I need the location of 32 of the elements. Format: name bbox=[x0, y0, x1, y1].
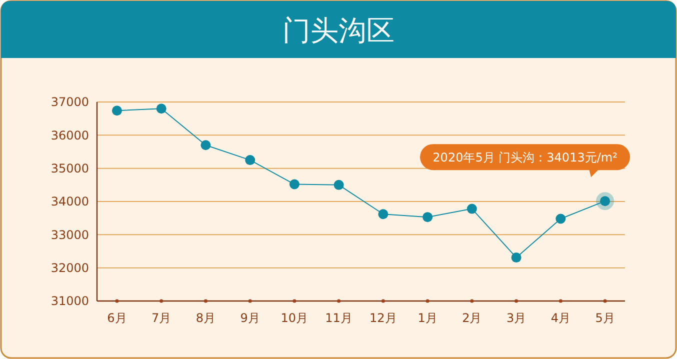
x-tick-label: 1月 bbox=[418, 311, 438, 325]
chart-title: 门头沟区 bbox=[282, 14, 394, 47]
x-tick-label: 4月 bbox=[550, 311, 570, 325]
point bbox=[156, 104, 166, 114]
x-tick-label: 8月 bbox=[196, 311, 216, 325]
point bbox=[422, 212, 433, 222]
x-tick-label: 10月 bbox=[280, 311, 308, 325]
x-tick-label: 5月 bbox=[595, 311, 615, 325]
point bbox=[245, 155, 256, 166]
y-tick-label: 31000 bbox=[50, 294, 89, 308]
point bbox=[200, 140, 211, 150]
y-tick-label: 32000 bbox=[50, 261, 89, 276]
x-tick-label: 7月 bbox=[152, 311, 172, 325]
point bbox=[334, 180, 344, 190]
point bbox=[556, 214, 566, 224]
x-tick-label: 2月 bbox=[462, 311, 482, 325]
x-tick-label: 12月 bbox=[370, 311, 397, 325]
x-tick-label: 11月 bbox=[325, 311, 352, 325]
y-tick-label: 37000 bbox=[50, 95, 89, 110]
x-tick-label: 6月 bbox=[107, 311, 127, 325]
point bbox=[378, 209, 388, 220]
y-tick-label: 35000 bbox=[50, 162, 89, 176]
y-tick-label: 36000 bbox=[50, 128, 89, 142]
annotation: 2020年5月 门头沟：34013元/m² bbox=[432, 150, 618, 164]
point bbox=[289, 179, 300, 190]
y-tick-label: 33000 bbox=[50, 228, 89, 242]
point bbox=[112, 106, 122, 116]
x-tick-label: 9月 bbox=[240, 311, 260, 325]
x-tick-label: 3月 bbox=[506, 311, 526, 325]
y-tick-label: 34000 bbox=[50, 194, 89, 209]
point bbox=[466, 204, 477, 214]
point bbox=[511, 252, 522, 263]
